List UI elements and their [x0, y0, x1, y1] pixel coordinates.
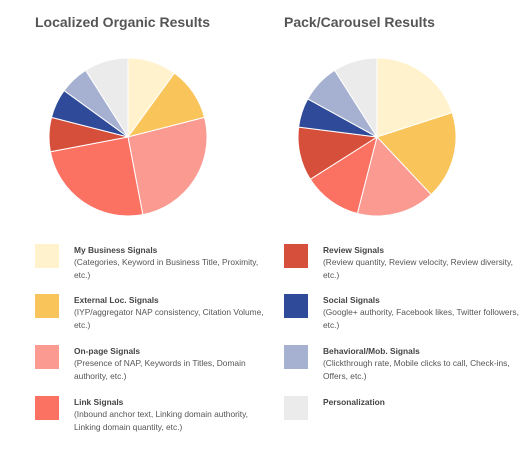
legend-description: (Clickthrough rate, Mobile clicks to cal… [323, 358, 510, 381]
pie-chart-localized-organic [48, 57, 208, 217]
legend-text: Behavioral/Mob. Signals (Clickthrough rat… [323, 345, 523, 382]
legend-text: On-page Signals (Presence of NAP, Keyword… [74, 345, 274, 382]
pack-slice-external-loc-signals [376, 111, 457, 196]
pack-slice-link-signals [309, 135, 378, 215]
legend-label: Link Signals [74, 397, 124, 407]
pie-chart-pack-carousel [297, 57, 457, 217]
legend-swatch-external-loc-signals [35, 294, 59, 318]
pack-slice-my-business-signals [376, 57, 453, 138]
legend-label: My Business Signals [74, 245, 158, 255]
legend-description: (Review quantity, Review velocity, Revie… [323, 257, 513, 280]
legend-text: Link Signals (Inbound anchor text, Linkin… [74, 396, 274, 433]
organic-slice-personalization [84, 57, 129, 139]
legend-label: On-page Signals [74, 346, 141, 356]
legend-label: Personalization [323, 397, 385, 407]
legend-swatch-social-signals [284, 294, 308, 318]
legend-swatch-link-signals [35, 396, 59, 420]
organic-slice-on-page-signals [127, 116, 208, 216]
legend-description: (Presence of NAP, Keywords in Titles, Do… [74, 358, 246, 381]
pack-slice-personalization [333, 57, 378, 139]
pack-slice-on-page-signals [356, 135, 432, 217]
legend-label: Social Signals [323, 295, 380, 305]
legend-description: (Inbound anchor text, Linking domain aut… [74, 409, 248, 432]
legend-description: (IYP/aggregator NAP consistency, Citatio… [74, 307, 264, 330]
legend-text: Review Signals (Review quantity, Review v… [323, 244, 523, 281]
organic-slice-link-signals [49, 136, 144, 217]
legend-description: (Categories, Keyword in Business Title, … [74, 257, 259, 280]
legend-description: (Google+ authority, Facebook likes, Twit… [323, 307, 519, 330]
legend-text: My Business Signals (Categories, Keyword … [74, 244, 274, 281]
legend-swatch-review-signals [284, 244, 308, 268]
legend-swatch-my-business-signals [35, 244, 59, 268]
chart-title-pack-carousel: Pack/Carousel Results [284, 14, 435, 30]
legend-label: Behavioral/Mob. Signals [323, 346, 420, 356]
legend-text: Personalization [323, 396, 523, 408]
legend-text: External Loc. Signals (IYP/aggregator NAP… [74, 294, 274, 331]
legend-swatch-personalization [284, 396, 308, 420]
legend-text: Social Signals (Google+ authority, Facebo… [323, 294, 523, 331]
legend-label: External Loc. Signals [74, 295, 159, 305]
chart-title-localized-organic: Localized Organic Results [35, 14, 211, 30]
legend-swatch-behavioral-mob-signals [284, 345, 308, 369]
legend-label: Review Signals [323, 245, 384, 255]
legend-swatch-on-page-signals [35, 345, 59, 369]
